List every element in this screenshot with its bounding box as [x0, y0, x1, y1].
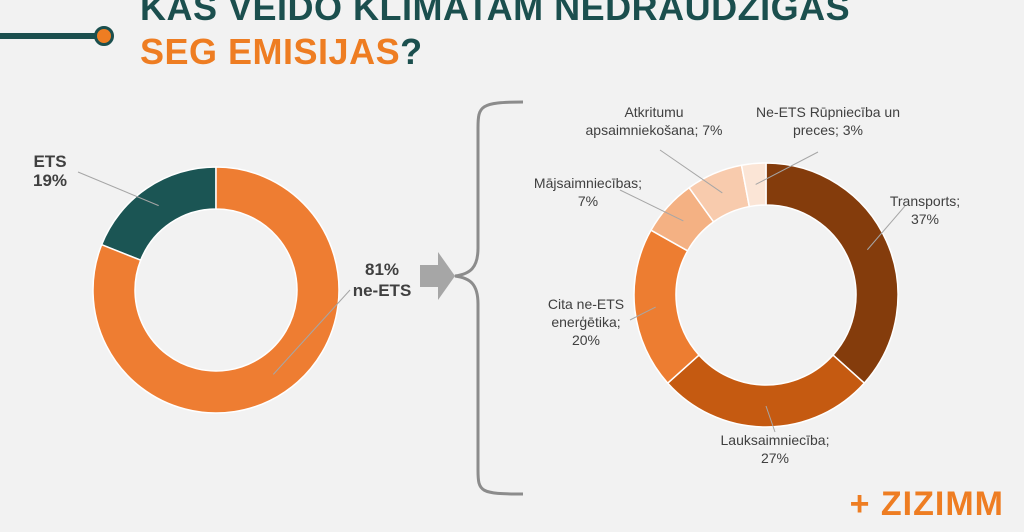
title-decoration-dot — [94, 26, 114, 46]
data-label: 19% — [33, 171, 67, 190]
title-decoration-line — [0, 33, 100, 39]
donut-slice — [100, 166, 217, 262]
data-label: 81% — [365, 260, 399, 279]
leader-line — [619, 189, 684, 222]
data-label: 27% — [761, 450, 789, 466]
data-label: Lauksaimniecība; — [721, 432, 830, 448]
leader-line — [77, 171, 159, 207]
arrow-right-icon — [420, 252, 455, 300]
title-line-2-orange: SEG EMISIJAS — [140, 31, 401, 72]
leader-line — [755, 151, 819, 185]
leader-line — [866, 205, 906, 251]
leader-line — [272, 289, 351, 375]
donut-non-ets-breakdown — [633, 162, 899, 428]
data-label: 37% — [911, 211, 939, 227]
donut-slice — [666, 354, 866, 428]
donut-slice — [765, 162, 899, 385]
leader-line — [765, 405, 776, 433]
data-label: Transports; — [890, 193, 960, 209]
brace-icon — [454, 100, 524, 496]
data-label: ne-ETS — [353, 281, 412, 300]
connector-arrow-and-brace — [420, 100, 524, 496]
data-label: enerģētika; — [551, 314, 620, 330]
donut-slice — [92, 166, 340, 414]
title-question-mark: ? — [400, 31, 423, 72]
title-line-2: SEG EMISIJAS? — [140, 30, 850, 74]
data-label: ETS — [33, 152, 66, 171]
data-label: Cita ne-ETS — [548, 296, 624, 312]
donut-slice — [740, 162, 767, 208]
donut-slice — [633, 229, 701, 385]
brand-logo: + ZIZIMM — [849, 485, 1004, 523]
title-line-1: KAS VEIDO KLIMATAM NEDRAUDZĪGAS — [140, 0, 851, 28]
page-title: KAS VEIDO KLIMATAM NEDRAUDZĪGAS SEG EMIS… — [140, 0, 850, 74]
data-label: 7% — [578, 193, 598, 209]
data-label: preces; 3% — [793, 122, 863, 138]
data-label: 20% — [572, 332, 600, 348]
donut-ets-vs-non-ets — [92, 166, 340, 414]
data-label: apsaimniekošana; 7% — [586, 122, 723, 138]
data-label: Ne-ETS Rūpniecība un — [756, 104, 900, 120]
leader-line — [659, 149, 723, 194]
leader-line — [629, 306, 656, 321]
data-label: Mājsaimniecības; — [534, 175, 642, 191]
data-label: Atkritumu — [624, 104, 683, 120]
